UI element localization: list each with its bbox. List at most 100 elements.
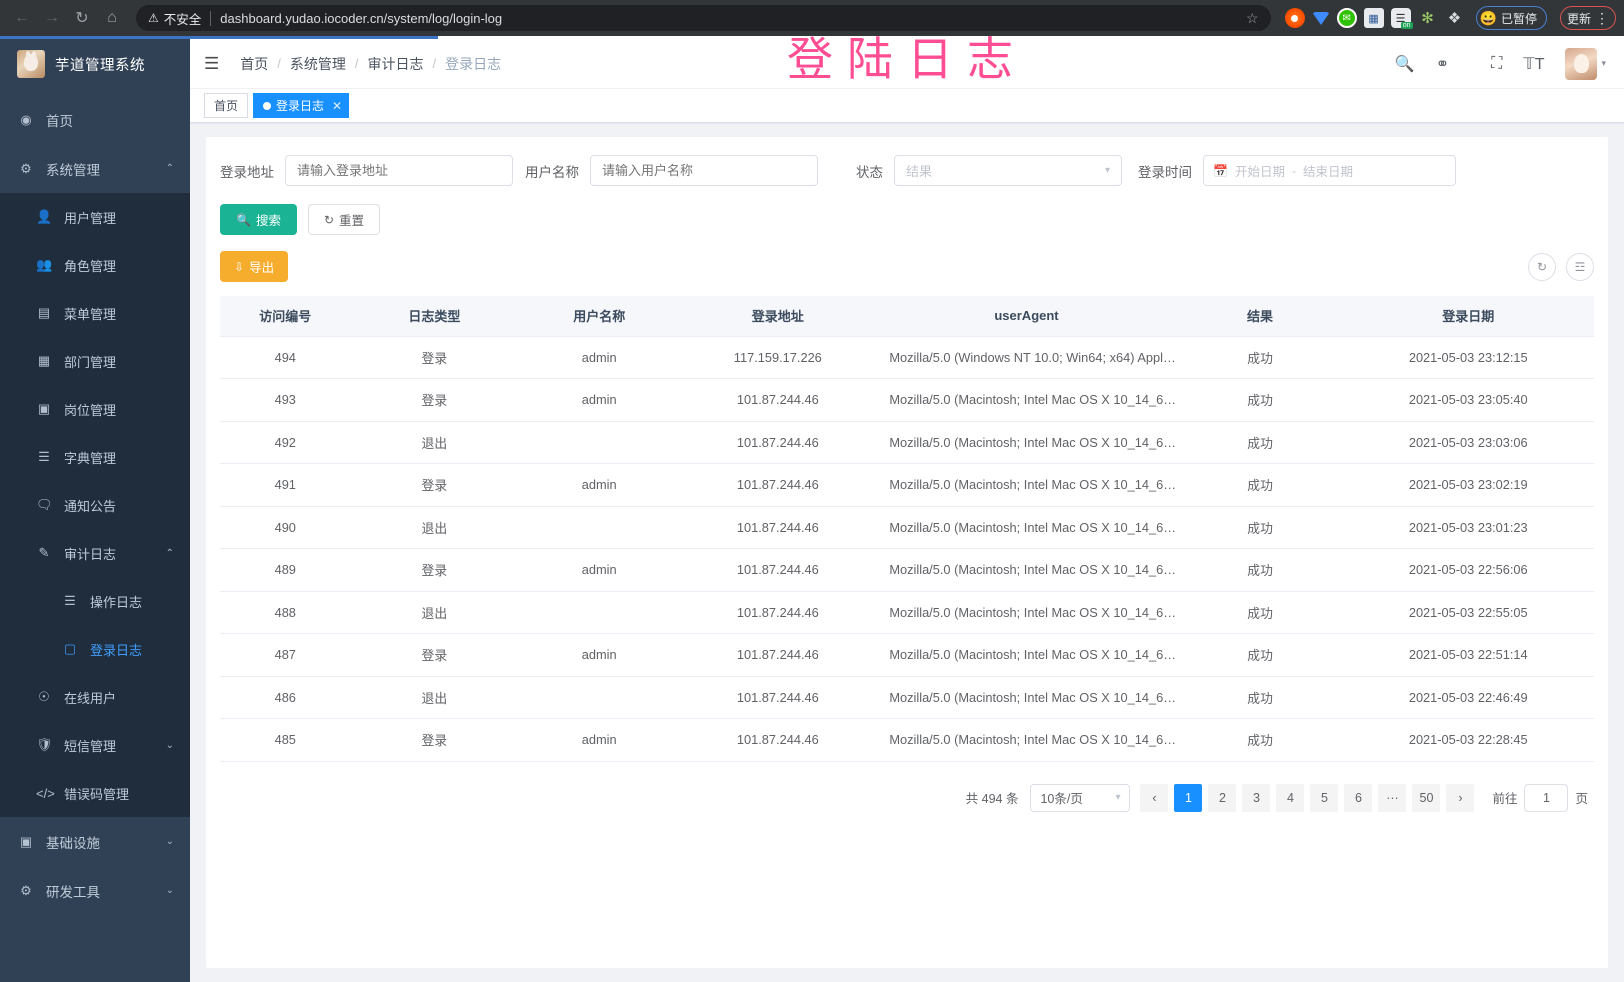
page-button-2[interactable]: 2	[1208, 784, 1236, 812]
date-separator: -	[1292, 164, 1296, 178]
sidebar-logo[interactable]: 芋道管理系统	[0, 39, 190, 89]
extension-diamond-icon[interactable]	[1312, 12, 1330, 25]
sidebar-item-dict-mgmt[interactable]: ☰ 字典管理	[0, 433, 190, 481]
cell-result: 成功	[1178, 549, 1343, 592]
prev-page-button[interactable]: ‹	[1140, 784, 1168, 812]
cell-id: 486	[220, 676, 351, 719]
back-arrow-icon[interactable]: ←	[8, 4, 36, 32]
search-button[interactable]: 🔍 搜索	[220, 204, 297, 235]
sidebar-item-post-mgmt[interactable]: ▣ 岗位管理	[0, 385, 190, 433]
font-size-icon[interactable]: 𝕋T	[1523, 54, 1544, 74]
refresh-icon-button[interactable]: ↻	[1528, 253, 1556, 281]
sidebar-item-user-mgmt[interactable]: 👤 用户管理	[0, 193, 190, 241]
breadcrumb-separator: /	[433, 56, 437, 71]
reload-icon[interactable]: ↻	[68, 4, 96, 32]
login-time-daterange[interactable]: 📅 开始日期 - 结束日期	[1203, 155, 1456, 186]
forward-arrow-icon[interactable]: →	[38, 4, 66, 32]
breadcrumb-item-home[interactable]: 首页	[240, 54, 268, 74]
breadcrumb-separator: /	[355, 56, 359, 71]
cell-ua: Mozilla/5.0 (Macintosh; Intel Mac OS X 1…	[875, 506, 1177, 549]
next-page-button[interactable]: ›	[1446, 784, 1474, 812]
role-icon: 👥	[36, 257, 52, 273]
username-input[interactable]	[590, 155, 818, 186]
sidebar-item-audit-log[interactable]: ✎ 审计日志 ⌃	[0, 529, 190, 577]
sidebar-item-login-log[interactable]: ▢ 登录日志	[0, 625, 190, 673]
main-area: ☰ 首页 / 系统管理 / 审计日志 / 登录日志 🔍 ⚭ ⑕ ⛶ 𝕋T ▾	[190, 39, 1624, 982]
table-row[interactable]: 486 退出 101.87.244.46 Mozilla/5.0 (Macint…	[220, 676, 1594, 719]
extensions-puzzle-icon[interactable]: ❖	[1445, 8, 1465, 28]
hamburger-menu-icon[interactable]: ☰	[204, 54, 218, 74]
page-button-4[interactable]: 4	[1276, 784, 1304, 812]
address-bar[interactable]: ⚠ 不安全 dashboard.yudao.iocoder.cn/system/…	[136, 5, 1271, 31]
home-icon[interactable]: ⌂	[98, 4, 126, 32]
cell-date: 2021-05-03 22:28:45	[1343, 719, 1595, 762]
table-row[interactable]: 488 退出 101.87.244.46 Mozilla/5.0 (Macint…	[220, 591, 1594, 634]
table-row[interactable]: 487 登录 admin 101.87.244.46 Mozilla/5.0 (…	[220, 634, 1594, 677]
col-header-type: 日志类型	[351, 296, 519, 336]
extension-blue-square-icon[interactable]: ▦	[1364, 8, 1384, 28]
extension-orange-icon[interactable]	[1285, 8, 1305, 28]
sidebar-item-role-mgmt[interactable]: 👥 角色管理	[0, 241, 190, 289]
sidebar-item-infrastructure[interactable]: ▣ 基础设施 ⌄	[0, 817, 190, 866]
chevron-down-icon: ⌄	[166, 885, 190, 896]
extension-translate-icon[interactable]: ☰	[1391, 8, 1411, 28]
sidebar-item-sms-mgmt[interactable]: 🛡 短信管理 ⌄	[0, 721, 190, 769]
table-row[interactable]: 489 登录 admin 101.87.244.46 Mozilla/5.0 (…	[220, 549, 1594, 592]
sidebar: 芋道管理系统 ◉ 首页 ⚙ 系统管理 ⌃ 👤 用户管理 👥 角色管理	[0, 39, 190, 982]
filter-form: 登录地址 用户名称 状态 结果 ▾	[220, 153, 1594, 204]
table-row[interactable]: 492 退出 101.87.244.46 Mozilla/5.0 (Macint…	[220, 421, 1594, 464]
tab-home[interactable]: 首页	[204, 93, 248, 118]
download-icon: ⇩	[234, 260, 244, 274]
github-icon[interactable]: ⚭	[1436, 54, 1449, 74]
page-button-5[interactable]: 5	[1310, 784, 1338, 812]
tab-login-log[interactable]: 登录日志 ✕	[253, 93, 349, 118]
table-row[interactable]: 490 退出 101.87.244.46 Mozilla/5.0 (Macint…	[220, 506, 1594, 549]
page-button-6[interactable]: 6	[1344, 784, 1372, 812]
page-size-select[interactable]: 10条/页 ▾	[1030, 784, 1130, 812]
calendar-icon: 📅	[1213, 164, 1228, 178]
sidebar-submenu-audit: ☰ 操作日志 ▢ 登录日志	[0, 577, 190, 673]
dashboard-icon: ◉	[18, 112, 34, 128]
status-select[interactable]: 结果 ▾	[894, 155, 1122, 186]
sidebar-item-system[interactable]: ⚙ 系统管理 ⌃	[0, 144, 190, 193]
sidebar-item-dev-tools[interactable]: ⚙ 研发工具 ⌄	[0, 866, 190, 915]
login-address-input[interactable]	[285, 155, 513, 186]
sidebar-item-error-code[interactable]: </> 错误码管理	[0, 769, 190, 817]
table-row[interactable]: 494 登录 admin 117.159.17.226 Mozilla/5.0 …	[220, 336, 1594, 379]
table-row[interactable]: 493 登录 admin 101.87.244.46 Mozilla/5.0 (…	[220, 379, 1594, 422]
sidebar-item-menu-mgmt[interactable]: ▤ 菜单管理	[0, 289, 190, 337]
update-label: 更新	[1567, 10, 1591, 27]
bookmark-star-icon[interactable]: ☆	[1238, 10, 1259, 27]
page-ellipsis[interactable]: ···	[1378, 784, 1406, 812]
extension-wechat-icon[interactable]	[1337, 8, 1357, 28]
sidebar-item-online-user[interactable]: ☉ 在线用户	[0, 673, 190, 721]
table-row[interactable]: 491 登录 admin 101.87.244.46 Mozilla/5.0 (…	[220, 464, 1594, 507]
paused-status-badge[interactable]: 😀 已暂停	[1476, 6, 1547, 30]
fullscreen-icon[interactable]: ⛶	[1491, 55, 1502, 73]
sidebar-item-dept-mgmt[interactable]: ▦ 部门管理	[0, 337, 190, 385]
cell-ip: 101.87.244.46	[680, 676, 875, 719]
update-button[interactable]: 更新 ⋮	[1560, 6, 1616, 30]
sidebar-item-operation-log[interactable]: ☰ 操作日志	[0, 577, 190, 625]
page-button-1[interactable]: 1	[1174, 784, 1202, 812]
browser-menu-icon[interactable]: ⋮	[1595, 14, 1609, 23]
avatar-dropdown[interactable]: ▾	[1565, 48, 1606, 80]
breadcrumb-item-audit[interactable]: 审计日志	[368, 54, 424, 74]
sidebar-item-home[interactable]: ◉ 首页	[0, 95, 190, 144]
close-icon[interactable]: ✕	[332, 99, 342, 113]
export-button[interactable]: ⇩ 导出	[220, 251, 288, 282]
table-row[interactable]: 485 登录 admin 101.87.244.46 Mozilla/5.0 (…	[220, 719, 1594, 762]
reset-button[interactable]: ↻ 重置	[308, 204, 380, 235]
jump-page-input[interactable]: 1	[1524, 784, 1568, 812]
columns-settings-icon-button[interactable]: ☲	[1566, 253, 1594, 281]
breadcrumb-item-system[interactable]: 系统管理	[290, 54, 346, 74]
cell-user: admin	[518, 336, 680, 379]
page-button-50[interactable]: 50	[1412, 784, 1440, 812]
search-icon: 🔍	[236, 213, 251, 227]
cell-date: 2021-05-03 22:56:06	[1343, 549, 1595, 592]
search-icon[interactable]: 🔍	[1395, 54, 1415, 74]
extension-leaf-icon[interactable]: ✻	[1418, 8, 1438, 28]
sidebar-item-notice[interactable]: 🗨 通知公告	[0, 481, 190, 529]
page-button-3[interactable]: 3	[1242, 784, 1270, 812]
cell-result: 成功	[1178, 676, 1343, 719]
